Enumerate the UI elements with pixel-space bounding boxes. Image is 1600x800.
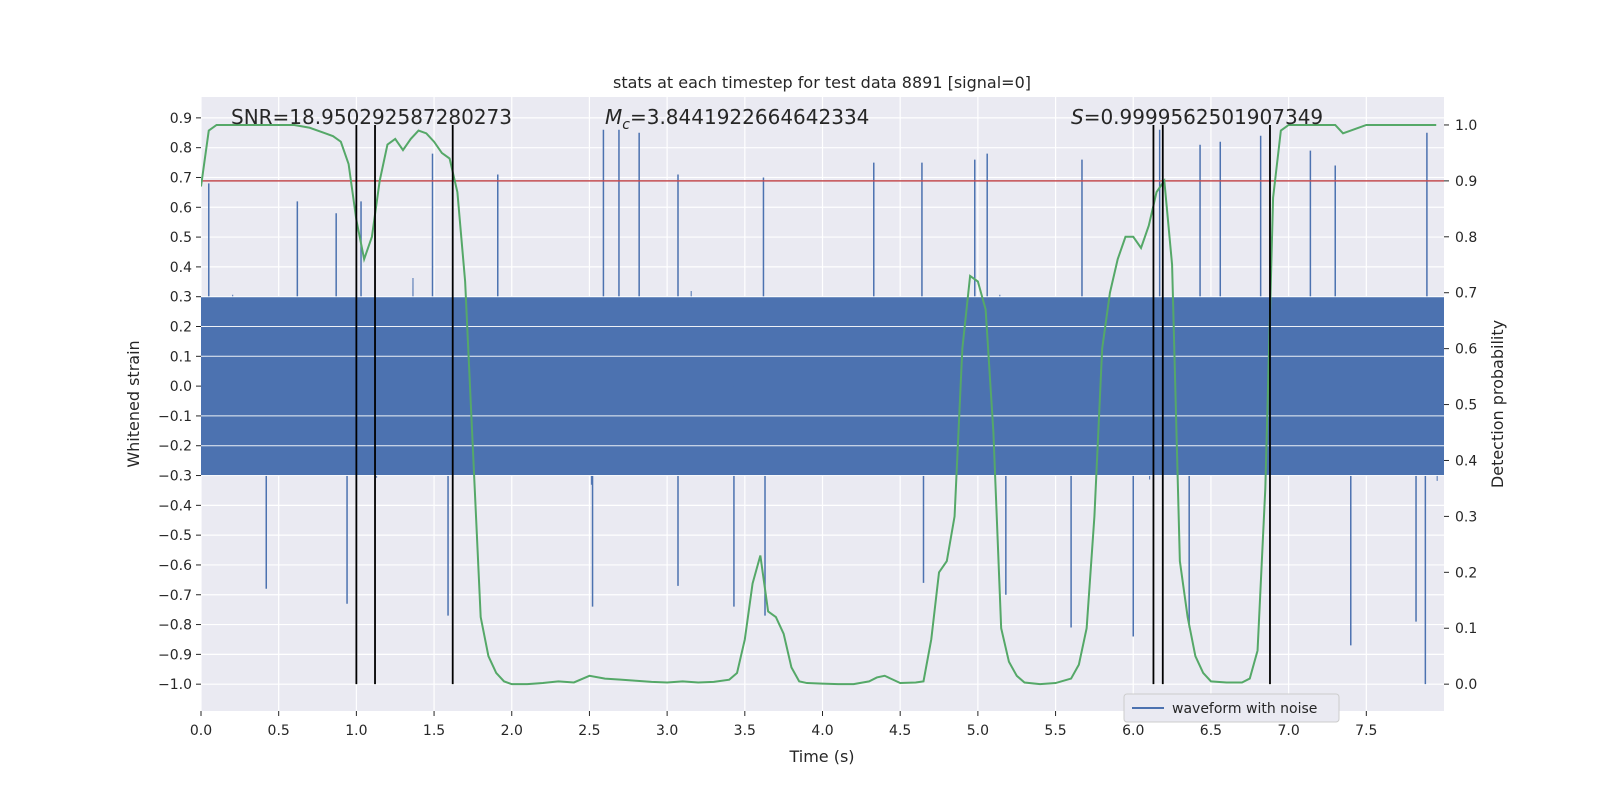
x-tick-label: 7.5 (1355, 723, 1377, 739)
score-annotation: S=0.9999562501907349 (1071, 105, 1323, 129)
y2-axis-label: Detection probability (1488, 320, 1507, 488)
x-tick-label: 5.0 (967, 723, 989, 739)
tick-labels: 0.0 0.5 1.0 1.5 2.0 2.5 3.0 3.5 4.0 4.5 5.0 5.5 6.0 6… (158, 111, 1477, 739)
legend-label-waveform: waveform with noise (1172, 701, 1317, 717)
y-tick-label: 0.2 (170, 320, 192, 336)
vertical-markers (355, 124, 1271, 685)
x-tick-label: 1.5 (423, 723, 445, 739)
chirp-mass-value: =3.8441922664642334 (630, 105, 869, 129)
y-tick-label: 0.7 (170, 170, 192, 186)
x-tick-label: 7.0 (1277, 723, 1299, 739)
y2-tick-label: 0.4 (1455, 453, 1477, 469)
y2-tick-label: 0.2 (1455, 565, 1477, 581)
chirp-mass-subscript: c (622, 117, 630, 133)
x-tick-label: 5.5 (1044, 723, 1066, 739)
x-tick-label: 6.5 (1200, 723, 1222, 739)
x-tick-label: 2.5 (578, 723, 600, 739)
y2-tick-label: 0.0 (1455, 677, 1477, 693)
y-tick-label: 0.6 (170, 200, 192, 216)
x-tick-label: 4.5 (889, 723, 911, 739)
x-tick-label: 3.0 (656, 723, 678, 739)
y-axis-label: Whitened strain (124, 340, 143, 467)
y-tick-label: 0.8 (170, 141, 192, 157)
x-tick-label: 0.5 (268, 723, 290, 739)
y-tick-label: −0.4 (158, 498, 192, 514)
waveform-core-band (201, 296, 1444, 476)
y-tick-label: 0.3 (170, 290, 192, 306)
x-tick-label: 6.0 (1122, 723, 1144, 739)
score-symbol: S (1071, 105, 1084, 129)
y-tick-label: −1.0 (158, 677, 192, 693)
y-tick-label: −0.5 (158, 528, 192, 544)
y-tick-label: −0.2 (158, 439, 192, 455)
legend: waveform with noise (1123, 693, 1340, 723)
legend-box (1123, 693, 1340, 723)
x-tick-label: 2.0 (501, 723, 523, 739)
y2-tick-label: 0.7 (1455, 286, 1477, 302)
x-tick-label: 1.0 (345, 723, 367, 739)
y2-tick-label: 0.6 (1455, 342, 1477, 358)
score-value: =0.9999562501907349 (1084, 105, 1323, 129)
chirp-mass-annotation: Mc=3.8441922664642334 (605, 105, 869, 133)
y-tick-label: −0.1 (158, 409, 192, 425)
x-axis-label: Time (s) (788, 747, 854, 766)
probability-series (201, 123, 1444, 686)
detection-probability-line (201, 123, 1437, 686)
y2-tick-label: 0.5 (1455, 398, 1477, 414)
y2-tick-label: 0.9 (1455, 174, 1477, 190)
y2-tick-label: 0.1 (1455, 621, 1477, 637)
x-tick-label: 4.0 (811, 723, 833, 739)
y-tick-label: −0.7 (158, 588, 192, 604)
y2-tick-label: 1.0 (1455, 118, 1477, 134)
snr-annotation: SNR=18.950292587280273 (231, 105, 512, 129)
y-tick-label: 0.4 (170, 260, 192, 276)
chart-title: stats at each timestep for test data 889… (613, 73, 1031, 92)
x-tick-label: 0.0 (190, 723, 212, 739)
y2-tick-label: 0.8 (1455, 230, 1477, 246)
waveform-series (201, 129, 1444, 685)
y-tick-label: −0.6 (158, 558, 192, 574)
chirp-mass-symbol: M (605, 105, 622, 129)
y-tick-label: −0.8 (158, 618, 192, 634)
x-tick-label: 3.5 (734, 723, 756, 739)
y-tick-label: −0.9 (158, 647, 192, 663)
y-tick-label: 0.9 (170, 111, 192, 127)
y-tick-label: 0.0 (170, 379, 192, 395)
y-tick-label: 0.5 (170, 230, 192, 246)
y-tick-label: 0.1 (170, 349, 192, 365)
y-tick-label: −0.3 (158, 469, 192, 485)
y2-tick-label: 0.3 (1455, 509, 1477, 525)
